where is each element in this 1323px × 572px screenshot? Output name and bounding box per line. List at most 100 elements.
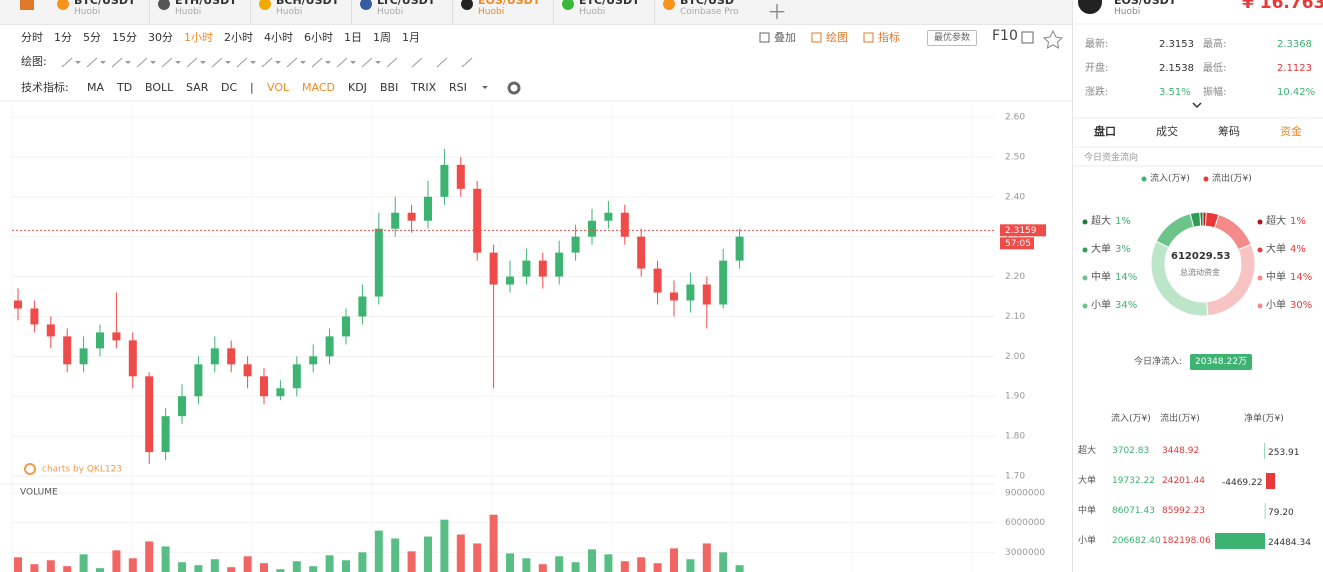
toolbar-button[interactable]: 叠加 [774,31,796,44]
draw-tool-caret [275,61,281,64]
stat-value: 3.51% [1159,87,1191,98]
tab-exchange[interactable]: Huobi [276,7,303,17]
interval-button[interactable]: 30分 [148,31,173,44]
best-params-button[interactable]: 最优参数 [927,30,978,46]
indicator-button[interactable]: RSI [449,81,467,94]
tab-coin-icon [57,0,69,10]
donut-legend-value: 34% [1115,300,1138,311]
tab-pair[interactable]: ETH/USDT [175,0,237,7]
draw-tool-caret [375,61,381,64]
tab-exchange[interactable]: Huobi [478,7,505,17]
stat-value: 2.3153 [1159,39,1194,50]
interval-button[interactable]: 4小时 [264,31,293,44]
stat-label: 振幅: [1203,87,1227,98]
tab-pair[interactable]: ETC/USDT [579,0,640,7]
toolbar-button[interactable]: 绘图 [826,31,848,44]
countdown-tag [1000,237,1034,250]
volume-bar [292,561,301,572]
stat-value: 2.3368 [1277,39,1312,50]
tab-exchange[interactable]: Huobi [579,7,606,17]
tab-pair[interactable]: BTC/USDT [74,0,136,7]
net-bar [1264,443,1265,459]
volume-bar [227,567,236,572]
stat-label: 最新: [1085,39,1109,50]
interval-button[interactable]: 1分 [54,31,72,44]
watermark-icon [24,463,36,475]
indicator-button[interactable]: TD [117,81,133,94]
stat-value: 2.1123 [1277,63,1312,74]
draw-tool-caret [125,61,131,64]
interval-button[interactable]: 1月 [402,31,420,44]
interval-button[interactable]: 15分 [112,31,137,44]
indicator-button[interactable]: SAR [186,81,209,94]
candle-body [538,260,547,277]
donut-legend-value: 4% [1290,244,1306,255]
legend-dot [1257,275,1263,281]
candle-body [260,376,268,397]
candle-body [309,356,318,365]
legend-dot [1257,303,1263,309]
draw-tool-icon [386,57,398,68]
volume-bar [686,559,695,572]
candle-body [128,340,137,377]
indicator-button[interactable]: TRIX [411,81,437,94]
panel-tab[interactable]: 盘口 [1094,125,1116,138]
y-tick-label: 1.90 [1005,392,1025,402]
candle-body [374,228,383,297]
net-bar [1264,503,1266,519]
stat-label: 最低: [1203,63,1227,74]
tab-exchange[interactable]: Coinbase Pro [680,7,739,17]
volume-bar [620,561,629,572]
tab-exchange[interactable]: Huobi [74,7,101,17]
panel-tab[interactable]: 资金 [1280,125,1302,138]
add-tab[interactable]: ＋ [767,0,787,24]
indicator-button[interactable]: MACD [302,81,335,94]
volume-bar [522,558,531,572]
volume-bar [79,554,88,572]
interval-button[interactable]: 2小时 [224,31,253,44]
draw-tool-icon [111,57,123,68]
tab-pair[interactable]: BCH/USDT [276,0,340,7]
volume-bar [145,541,154,572]
volume-bar [489,514,498,572]
countdown-label: 57:05 [1005,239,1031,249]
interval-button[interactable]: 1周 [373,31,391,44]
panel-tab[interactable]: 成交 [1156,125,1178,138]
tab-exchange[interactable]: Huobi [377,7,404,17]
indicator-button[interactable]: KDJ [348,81,367,94]
tab-pair[interactable]: LTC/USDT [377,0,436,7]
indicator-button[interactable]: MA [87,81,105,94]
volume-bar [178,562,186,572]
interval-button[interactable]: 分时 [21,31,43,44]
candle-body [407,212,416,221]
tab-coin-icon [663,0,675,10]
last-price-label: 2.3159 [1005,226,1037,236]
interval-button[interactable]: 6小时 [304,31,333,44]
panel-tab[interactable]: 筹码 [1218,125,1240,138]
indicator-button[interactable]: BBI [380,81,399,94]
indicator-button[interactable]: DC [221,81,238,94]
draw-tool-caret [100,61,106,64]
tab-pair[interactable]: BTC/USD [680,0,734,7]
candle-body [210,348,219,365]
last-price-tag [1000,224,1046,237]
tab-divider [149,0,150,24]
interval-button[interactable]: 1日 [344,31,362,44]
volume-bar [161,546,170,572]
menu-icon[interactable] [20,0,34,10]
interval-button[interactable]: 1小时 [184,31,213,44]
toolbar-button[interactable]: 指标 [878,31,900,44]
candle-body [14,300,22,309]
tab-exchange[interactable]: Huobi [175,7,202,17]
legend-dot [1257,247,1263,253]
interval-button[interactable]: 5分 [83,31,101,44]
donut-legend-name: 超大 [1091,216,1111,227]
candle-body [506,276,514,285]
legend-label: 流出(万¥) [1212,174,1252,184]
f10-button[interactable]: F10 [992,28,1018,44]
indicator-button[interactable]: VOL [267,81,290,94]
candle-body [653,268,662,293]
net-bar [1215,533,1265,549]
indicator-button[interactable]: BOLL [145,81,174,94]
tab-pair[interactable]: EOS/USDT [478,0,541,7]
